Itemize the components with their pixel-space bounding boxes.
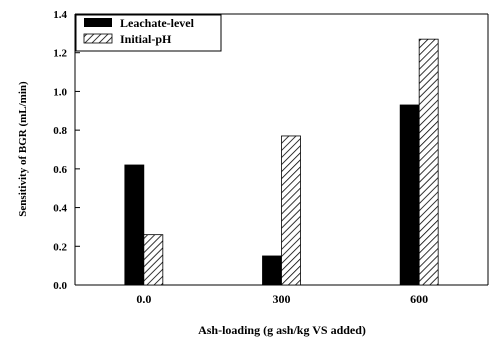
- bar-initial-ph-0-0: [143, 234, 164, 286]
- x-axis-ticks: 0.0 300 600: [136, 280, 428, 306]
- bar-initial-ph-300: [281, 135, 301, 286]
- legend-swatch-leachate-level: [84, 18, 112, 27]
- y-tick-label: 0.8: [53, 125, 67, 137]
- x-tick-label: 300: [273, 292, 291, 306]
- bar-initial-ph-600: [418, 38, 439, 286]
- bar-leachate-level-0-0: [124, 164, 145, 286]
- x-tick-label: 600: [410, 292, 428, 306]
- y-tick-label: 0.2: [53, 241, 67, 253]
- y-tick-label: 1.4: [53, 9, 67, 21]
- y-axis-ticks: 0.0 0.2 0.4 0.6 0.8 1.0 1.2 1.4: [53, 9, 80, 292]
- legend-swatch-initial-ph: [83, 33, 113, 44]
- bars-group: [124, 38, 439, 286]
- legend-label-initial-ph: Initial-pH: [120, 32, 172, 46]
- bar-leachate-level-600: [399, 104, 420, 286]
- bar-leachate-level-300: [262, 255, 282, 286]
- y-tick-label: 1.2: [53, 48, 67, 60]
- x-axis-label: Ash-loading (g ash/kg VS added): [198, 323, 366, 337]
- y-tick-label: 0.4: [53, 203, 67, 215]
- y-tick-label: 0.6: [53, 164, 67, 176]
- y-axis-label: Sensitivity of BGR (mL/min): [17, 81, 29, 217]
- y-tick-label: 0.0: [53, 280, 67, 292]
- x-tick-label: 0.0: [136, 292, 151, 306]
- y-tick-label: 1.0: [53, 86, 67, 98]
- legend: Leachate-level Initial-pH: [75, 14, 222, 52]
- legend-label-leachate-level: Leachate-level: [120, 16, 195, 30]
